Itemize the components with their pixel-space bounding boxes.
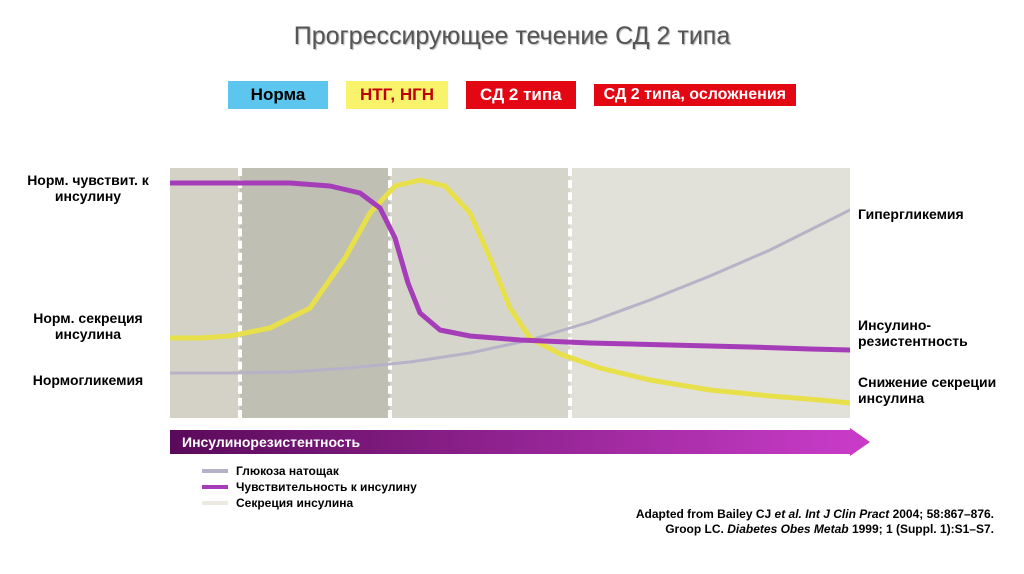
progression-arrow: Инсулинорезистентность bbox=[170, 430, 870, 458]
chart-curves bbox=[170, 168, 850, 418]
legend: Глюкоза натощак Чувствительность к инсул… bbox=[202, 464, 417, 512]
swatch-sensitivity bbox=[202, 485, 228, 489]
arrow-label: Инсулинорезистентность bbox=[170, 430, 850, 454]
page-title: Прогрессирующее течение СД 2 типа bbox=[0, 0, 1024, 51]
curve-secretion bbox=[170, 180, 850, 403]
stage-sd2: СД 2 типа bbox=[466, 81, 576, 109]
legend-sensitivity-label: Чувствительность к инсулину bbox=[236, 480, 417, 494]
stage-norma: Норма bbox=[228, 81, 328, 109]
label-secretion-decline: Снижение секреции инсулина bbox=[858, 374, 1008, 406]
label-hyperglycemia: Гипергликемия bbox=[858, 206, 1008, 222]
label-norm-sensitivity: Норм. чувствит. к инсулину bbox=[18, 172, 158, 204]
legend-glucose: Глюкоза натощак bbox=[202, 464, 417, 478]
label-normoglycemia: Нормогликемия bbox=[18, 372, 158, 388]
label-insulin-resistance: Инсулино-резистентность bbox=[858, 317, 1008, 349]
swatch-secretion bbox=[202, 501, 228, 505]
legend-glucose-label: Глюкоза натощак bbox=[236, 464, 339, 478]
arrow-head-icon bbox=[850, 428, 870, 456]
chart-area bbox=[170, 168, 850, 418]
label-norm-secretion: Норм. секреция инсулина bbox=[18, 310, 158, 342]
stage-sd2-compl: СД 2 типа, осложнения bbox=[594, 84, 796, 106]
legend-secretion: Секреция инсулина bbox=[202, 496, 417, 510]
citation: Adapted from Bailey CJ et al. Int J Clin… bbox=[636, 507, 994, 538]
stage-row: Норма НТГ, НГН СД 2 типа СД 2 типа, осло… bbox=[0, 81, 1024, 109]
swatch-glucose bbox=[202, 469, 228, 473]
legend-sensitivity: Чувствительность к инсулину bbox=[202, 480, 417, 494]
stage-ntg: НТГ, НГН bbox=[346, 81, 448, 109]
legend-secretion-label: Секреция инсулина bbox=[236, 496, 353, 510]
